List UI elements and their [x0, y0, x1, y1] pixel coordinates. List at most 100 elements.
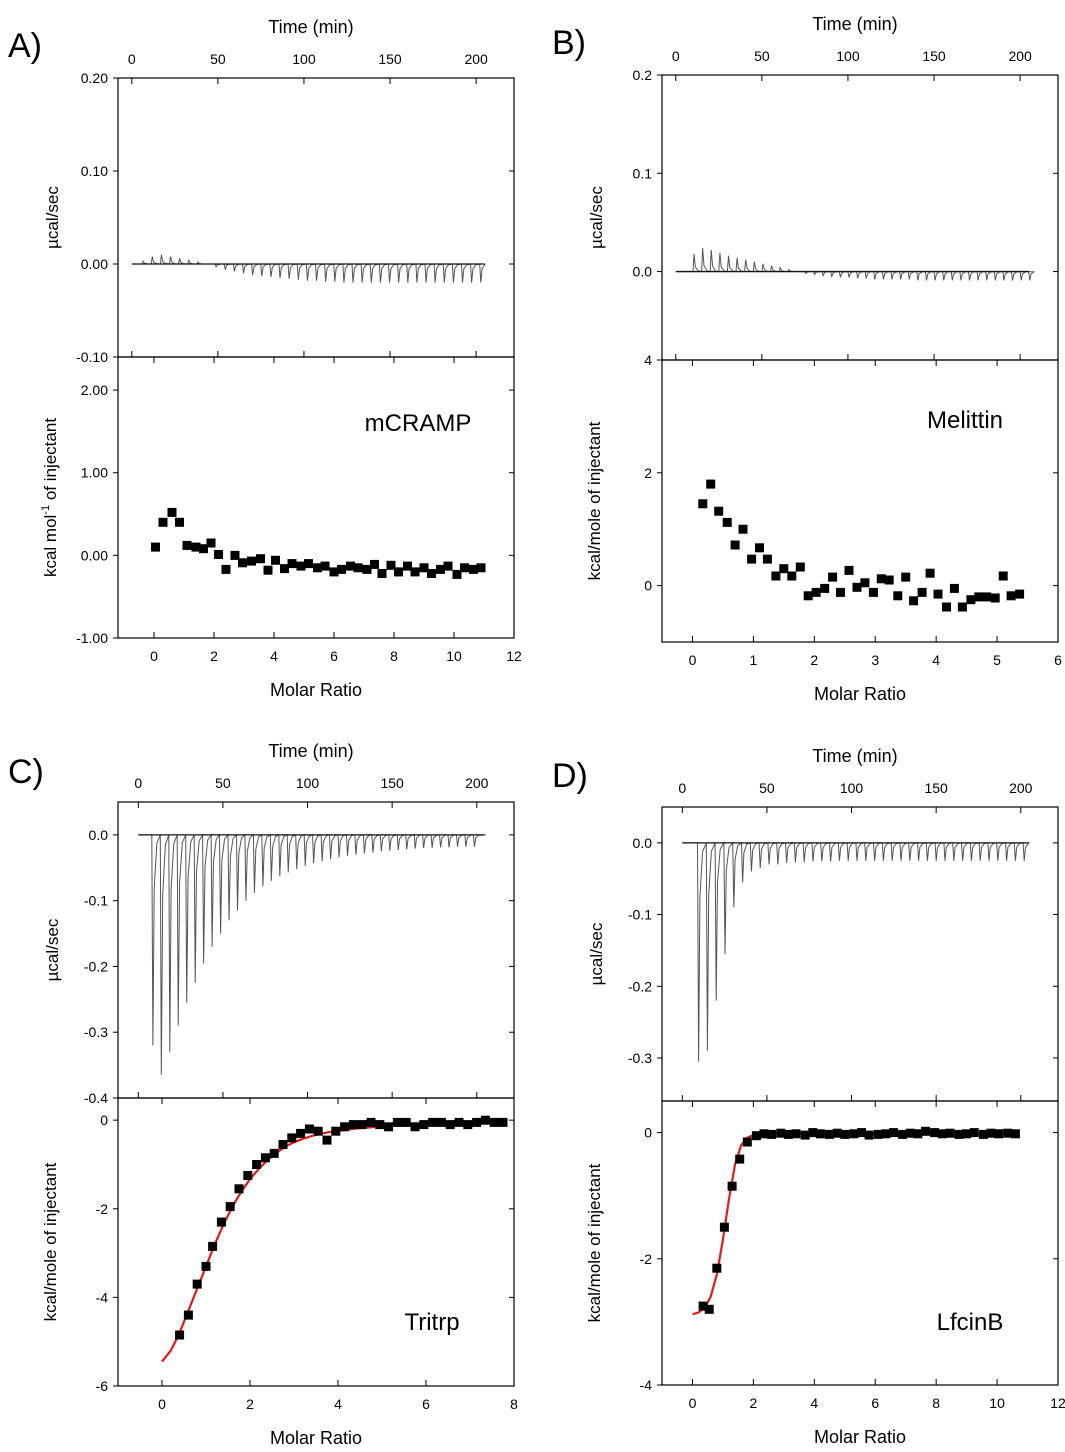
heat-tick-label: 2	[644, 465, 652, 481]
data-point	[864, 1130, 874, 1140]
data-point	[884, 575, 894, 585]
data-point	[252, 1160, 262, 1169]
data-point	[1006, 591, 1016, 601]
molar-ratio-tick-label: 4	[334, 1396, 342, 1412]
time-tick-label: 200	[465, 775, 489, 791]
power-axis-title: µcal/sec	[587, 186, 606, 249]
molar-ratio-tick-label: 0	[689, 1395, 697, 1411]
data-point	[986, 1128, 996, 1138]
data-point	[287, 1133, 297, 1143]
data-point	[1010, 1129, 1020, 1139]
data-point	[898, 1129, 908, 1139]
data-point	[263, 565, 273, 575]
heat-tick-label: 1.00	[81, 465, 108, 481]
molar-ratio-tick-label: 1	[749, 652, 757, 668]
molar-ratio-tick-label: 12	[506, 648, 522, 664]
data-point	[706, 479, 716, 489]
molar-ratio-tick-label: 4	[270, 648, 278, 664]
power-tick-label: -0.4	[84, 1090, 108, 1106]
data-point	[727, 1181, 737, 1191]
power-axis-title: µcal/sec	[43, 918, 62, 981]
data-point	[755, 543, 764, 553]
data-point	[836, 587, 845, 597]
data-point	[296, 1128, 306, 1138]
data-point	[269, 1148, 279, 1158]
data-point	[815, 1129, 825, 1139]
molar-ratio-tick-label: 4	[932, 652, 940, 668]
thermogram-trace	[675, 247, 1036, 281]
data-point	[860, 578, 870, 588]
data-point	[337, 564, 346, 574]
data-point	[167, 507, 177, 517]
data-point	[304, 1124, 314, 1134]
panel-letter: B)	[552, 24, 586, 62]
data-point	[730, 540, 740, 550]
time-tick-label: 50	[759, 780, 775, 796]
data-point	[366, 1117, 376, 1127]
power-tick-label: -0.3	[84, 1024, 108, 1040]
data-point	[849, 1129, 859, 1139]
peptide-label: Melittin	[927, 407, 1003, 434]
data-point	[868, 587, 878, 597]
molar-ratio-tick-label: 6	[330, 648, 338, 664]
data-point	[480, 1115, 490, 1125]
data-point	[811, 587, 821, 597]
data-point	[401, 1117, 411, 1127]
power-tick-label: 0.00	[81, 256, 108, 272]
heat-tick-label: -2	[96, 1201, 109, 1217]
data-point	[719, 1222, 729, 1232]
molar-ratio-tick-label: 2	[246, 1396, 254, 1412]
data-point	[472, 1117, 482, 1127]
power-tick-label: 0.20	[81, 70, 108, 86]
data-point	[751, 1131, 761, 1141]
data-point	[206, 538, 216, 548]
data-point	[216, 1217, 226, 1227]
top-plot-frame	[661, 74, 1059, 361]
data-point	[443, 561, 453, 571]
molar-ratio-tick-label: 2	[810, 652, 818, 668]
data-point	[384, 1122, 394, 1132]
time-axis-title: Time (min)	[812, 746, 897, 766]
time-tick-label: 0	[128, 51, 136, 67]
data-point	[271, 555, 280, 565]
data-point	[803, 591, 813, 601]
data-point	[460, 563, 469, 573]
data-point	[974, 592, 984, 602]
data-point	[779, 564, 789, 574]
data-point	[969, 1128, 979, 1138]
data-point	[901, 572, 911, 582]
heat-tick-label: -4	[96, 1289, 109, 1305]
data-point	[419, 563, 429, 573]
data-point	[191, 542, 201, 552]
power-tick-label: 0.0	[633, 264, 653, 280]
bottom-plot-frame	[661, 1100, 1059, 1386]
data-point	[982, 592, 992, 602]
molar-ratio-tick-label: 4	[810, 1395, 818, 1411]
data-point	[962, 1129, 972, 1139]
data-point	[791, 1129, 801, 1139]
molar-ratio-tick-label: 8	[932, 1395, 940, 1411]
data-point	[221, 564, 231, 574]
data-point	[917, 587, 927, 597]
data-point	[280, 564, 289, 574]
data-point	[498, 1117, 508, 1127]
molar-ratio-tick-label: 0	[689, 652, 697, 668]
data-point	[954, 1129, 964, 1139]
heat-axis-title: kcal/mole of injectant	[585, 421, 604, 580]
data-point	[329, 567, 339, 577]
data-point	[844, 565, 854, 575]
heat-tick-label: -1.00	[76, 630, 108, 646]
data-point	[771, 571, 781, 581]
data-point	[942, 602, 951, 612]
power-tick-label: -0.2	[84, 958, 108, 974]
time-tick-label: 150	[922, 48, 946, 64]
heat-tick-label: 2.00	[81, 382, 108, 398]
time-axis-title: Time (min)	[812, 14, 897, 34]
molar-ratio-tick-label: 8	[390, 648, 398, 664]
data-point	[712, 1263, 722, 1273]
data-point	[873, 1129, 883, 1139]
